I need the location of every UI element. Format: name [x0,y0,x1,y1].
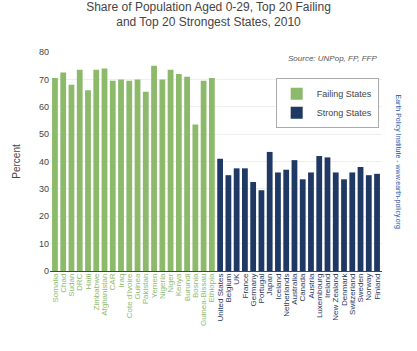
svg-text:Chad: Chad [59,274,68,293]
svg-text:0: 0 [44,266,49,276]
svg-text:Denmark: Denmark [340,273,349,306]
svg-text:United States: United States [216,274,225,322]
svg-text:70: 70 [39,75,49,85]
svg-text:Iraq: Iraq [117,274,126,288]
svg-text:Percent: Percent [11,144,22,179]
svg-text:30: 30 [39,184,49,194]
svg-text:Guinea-Bissau: Guinea-Bissau [199,274,208,326]
svg-text:Finland: Finland [373,274,382,300]
svg-text:Source: UNPop, FP, FFP: Source: UNPop, FP, FFP [288,54,377,63]
svg-text:New Zealand: New Zealand [331,274,340,321]
svg-text:France: France [241,273,250,298]
svg-text:Niger: Niger [166,273,175,292]
svg-text:Kenya: Kenya [174,273,183,296]
svg-text:CAR: CAR [108,273,117,290]
svg-text:Ethiopia: Ethiopia [207,273,216,302]
svg-text:10: 10 [39,239,49,249]
svg-text:Failing States: Failing States [317,89,372,99]
svg-text:Zimbabwe: Zimbabwe [92,273,101,310]
svg-text:Guinea: Guinea [133,273,142,299]
svg-text:Earth Policy Institute - www.e: Earth Policy Institute - www.earth-polic… [394,95,402,230]
svg-text:Norway: Norway [364,274,373,301]
svg-text:50: 50 [39,129,49,139]
svg-text:Luxembourg: Luxembourg [315,274,324,318]
svg-text:Nigeria: Nigeria [158,273,167,299]
svg-text:Haiti: Haiti [84,273,93,289]
svg-text:DRC: DRC [75,273,84,291]
svg-text:80: 80 [39,47,49,57]
svg-text:Belgium: Belgium [224,273,233,302]
svg-text:Portugal: Portugal [257,273,266,303]
svg-text:Iceland: Iceland [274,274,283,300]
svg-text:60: 60 [39,102,49,112]
svg-text:Share of Population Aged 0-29,: Share of Population Aged 0-29, Top 20 Fa… [86,0,331,29]
svg-text:40: 40 [39,157,49,167]
svg-text:Switzerland: Switzerland [348,274,357,315]
svg-text:Sweden: Sweden [356,274,365,303]
svg-text:Strong States: Strong States [317,108,372,118]
svg-text:UK: UK [232,273,241,285]
svg-text:Burundi: Burundi [183,273,192,301]
svg-text:20: 20 [39,211,49,221]
svg-text:Pakistan: Pakistan [141,274,150,305]
svg-text:Afghanistan: Afghanistan [100,274,109,316]
svg-text:Japan: Japan [265,274,274,296]
svg-text:Ireland: Ireland [323,274,332,298]
svg-text:Sudan: Sudan [67,274,76,297]
svg-text:Australia: Australia [290,273,299,305]
svg-text:Austria: Austria [307,273,316,298]
svg-text:Yemen: Yemen [150,274,159,299]
svg-text:Cote d'Ivoire: Cote d'Ivoire [125,273,134,318]
svg-text:Netherlands: Netherlands [282,274,291,317]
svg-text:Somalia: Somalia [51,273,60,302]
svg-text:Germany: Germany [249,274,258,307]
svg-text:Bosnia: Bosnia [191,273,200,298]
svg-text:Canada: Canada [298,273,307,302]
